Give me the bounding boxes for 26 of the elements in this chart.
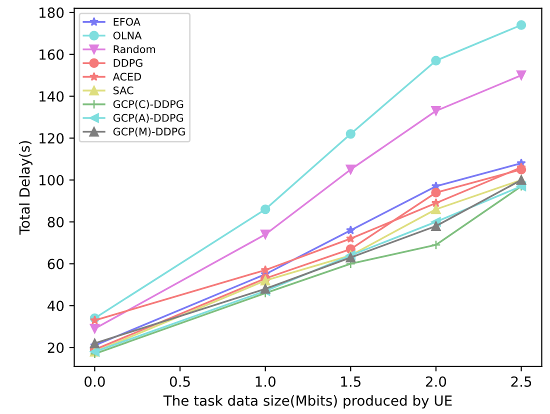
- x-tick-label: 0.5: [170, 376, 190, 387]
- y-tick-label: 160: [40, 49, 64, 60]
- y-axis-title: Total Delay(s): [19, 141, 32, 235]
- y-tick-label: 20: [48, 342, 64, 354]
- legend-label: Random: [114, 45, 156, 54]
- legend-label: SAC: [113, 86, 134, 94]
- x-tick-label: 2.0: [426, 376, 446, 387]
- y-tick-label: 100: [40, 174, 64, 186]
- x-tick-label: 0.0: [84, 376, 105, 387]
- legend-label: GCP(C)-DDPG: [113, 100, 184, 110]
- legend-label: GCP(A)-DDPG: [113, 114, 183, 124]
- y-tick-label: 80: [48, 216, 64, 228]
- y-tick-label: 140: [40, 91, 64, 102]
- x-tick-label: 1.0: [256, 376, 276, 387]
- legend-label: OLNA: [113, 32, 142, 40]
- legend-label: EFOA: [114, 18, 140, 26]
- y-tick-label: 60: [48, 258, 64, 270]
- y-tick-label: 120: [40, 133, 64, 144]
- x-axis-title: The task data size(Mbits) produced by UE: [163, 395, 452, 409]
- legend-label: ACED: [112, 72, 141, 81]
- x-tick-label: 1.5: [341, 376, 360, 387]
- x-tick-label: 2.5: [511, 376, 532, 387]
- legend-label: GCP(M)-DDPG: [113, 127, 185, 137]
- legend-label: DDPG: [114, 59, 142, 67]
- y-tick-label: 180: [40, 7, 64, 18]
- y-tick-label: 40: [48, 300, 64, 312]
